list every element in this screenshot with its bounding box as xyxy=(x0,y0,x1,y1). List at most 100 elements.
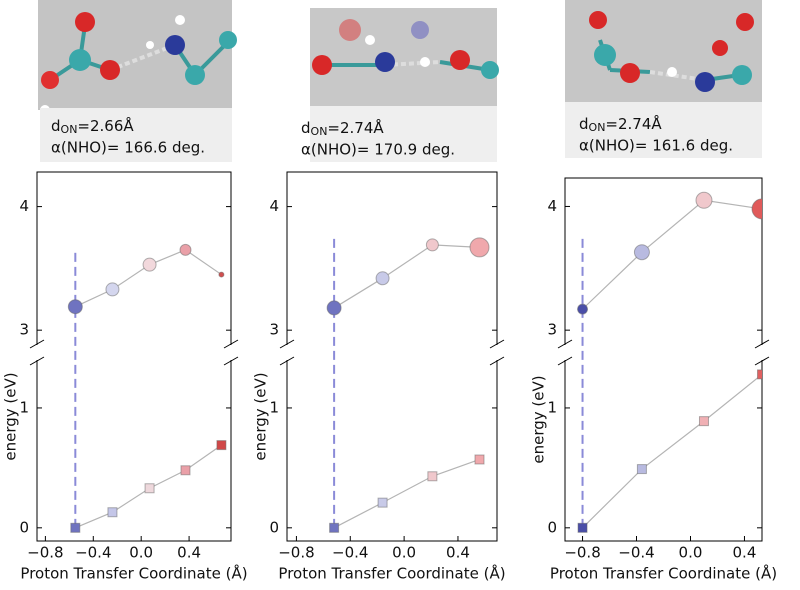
y-tick-label: 1 xyxy=(547,398,557,416)
y-tick-label: 3 xyxy=(269,321,279,339)
x-tick-label: 0.4 xyxy=(733,544,757,562)
x-tick-label: 0.0 xyxy=(129,544,153,562)
axis-break xyxy=(223,356,239,366)
series-line xyxy=(582,199,762,310)
molecule-image xyxy=(310,8,499,162)
data-point xyxy=(425,238,439,252)
x-tick-label: −0.8 xyxy=(278,544,314,562)
data-point xyxy=(179,243,192,256)
x-tick-label: −0.8 xyxy=(564,544,600,562)
annotation: α(NHO)= 166.6 deg. xyxy=(51,139,205,157)
y-tick-label: 3 xyxy=(547,321,557,339)
x-tick-label: 0.0 xyxy=(679,544,703,562)
data-point xyxy=(698,416,709,427)
plot-area xyxy=(577,191,762,533)
x-axis-label: Proton Transfer Coordinate (Å) xyxy=(278,564,505,583)
data-point xyxy=(326,300,342,316)
series-line xyxy=(333,244,480,309)
data-point xyxy=(67,299,83,315)
annotation-value: =2.74Å xyxy=(327,118,384,137)
y-tick-label: 1 xyxy=(19,398,29,416)
x-tick-label: −0.4 xyxy=(75,544,111,562)
annotation-value: =2.74Å xyxy=(605,114,662,133)
plot-frame xyxy=(36,171,232,345)
data-point xyxy=(70,522,81,533)
y-tick-label: 3 xyxy=(19,321,29,339)
data-point xyxy=(695,191,713,209)
data-point xyxy=(107,507,118,518)
annotation-symbol: d xyxy=(51,117,61,135)
data-point xyxy=(329,522,340,533)
axis-break xyxy=(489,339,505,349)
data-point xyxy=(377,497,388,508)
plot-area xyxy=(67,243,227,533)
axis-break xyxy=(29,339,45,349)
axis-break xyxy=(754,339,770,349)
x-tick-label: −0.4 xyxy=(332,544,368,562)
y-axis-label: energy (eV) xyxy=(530,375,548,463)
annotation: dON=2.74Å xyxy=(579,114,662,135)
data-point xyxy=(577,522,588,533)
plot-frame xyxy=(286,171,498,345)
series-line xyxy=(333,458,480,529)
axis-break xyxy=(557,356,573,366)
plot-frame xyxy=(36,360,232,542)
annotation: α(NHO)= 161.6 deg. xyxy=(579,137,733,155)
annotation-subscript: ON xyxy=(311,125,328,138)
series-line xyxy=(582,373,762,529)
data-point xyxy=(144,483,155,494)
data-point xyxy=(180,465,191,476)
plot-area xyxy=(326,237,490,533)
y-axis-label: energy (eV) xyxy=(252,372,270,460)
y-tick-label: 4 xyxy=(19,197,29,215)
x-tick-label: 0.4 xyxy=(446,544,470,562)
x-tick-label: −0.4 xyxy=(618,544,654,562)
data-point xyxy=(218,271,225,278)
y-tick-label: 0 xyxy=(19,518,29,536)
x-tick-label: −0.8 xyxy=(27,544,63,562)
plot-frame xyxy=(286,360,498,542)
data-point xyxy=(142,257,157,272)
axis-break xyxy=(489,356,505,366)
data-point xyxy=(474,454,485,465)
data-point xyxy=(469,237,490,258)
axis-break xyxy=(279,339,295,349)
axis-break xyxy=(279,356,295,366)
axis-break xyxy=(557,339,573,349)
y-tick-label: 0 xyxy=(547,518,557,536)
y-tick-label: 0 xyxy=(269,518,279,536)
molecule-image xyxy=(565,0,762,158)
data-point xyxy=(105,282,120,297)
y-tick-label: 1 xyxy=(269,398,279,416)
x-tick-label: 0.4 xyxy=(177,544,201,562)
annotation: dON=2.66Å xyxy=(51,116,134,137)
plot-frame xyxy=(564,177,763,345)
data-point xyxy=(427,471,438,482)
plot-frame xyxy=(564,360,763,542)
x-axis-label: Proton Transfer Coordinate (Å) xyxy=(20,564,247,583)
data-point xyxy=(216,440,227,451)
data-point xyxy=(751,198,762,220)
x-axis-label: Proton Transfer Coordinate (Å) xyxy=(550,564,777,583)
annotation-symbol: d xyxy=(301,119,311,137)
data-point xyxy=(375,271,390,286)
annotation-subscript: ON xyxy=(61,123,78,136)
data-point xyxy=(633,244,650,261)
data-point xyxy=(577,303,589,315)
annotation-subscript: ON xyxy=(589,121,606,134)
annotation-value: =2.66Å xyxy=(77,116,134,135)
axis-break xyxy=(754,356,770,366)
y-tick-label: 4 xyxy=(269,197,279,215)
annotation: α(NHO)= 170.9 deg. xyxy=(301,141,455,159)
x-tick-label: 0.0 xyxy=(392,544,416,562)
axis-break xyxy=(29,356,45,366)
y-tick-label: 4 xyxy=(547,197,557,215)
axis-break xyxy=(223,339,239,349)
molecule-image xyxy=(38,0,237,162)
annotation: dON=2.74Å xyxy=(301,118,384,139)
annotation-symbol: d xyxy=(579,115,589,133)
data-point xyxy=(757,369,762,380)
data-point xyxy=(636,464,647,475)
y-axis-label: energy (eV) xyxy=(2,372,20,460)
